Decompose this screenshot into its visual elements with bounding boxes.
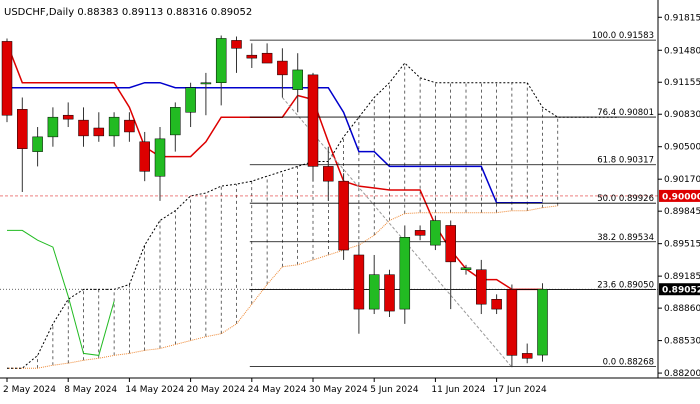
trend-line [282,97,513,368]
senkou_b-line [7,62,619,369]
y-tick-label: 0.90830 [664,110,700,120]
fib-level-label: 76.4 0.90801 [597,108,654,118]
candle-body-down [491,299,502,310]
candle-body-down [1,41,13,116]
y-tick-label: 0.89845 [664,207,700,217]
y-tick-label: 0.90170 [664,175,700,185]
senkou_a-line [7,205,558,369]
kijun-line [7,81,543,204]
candle-body-down [323,166,334,182]
y-tick-label: 0.89515 [664,240,700,250]
candle-body-down [261,52,273,64]
candle-body-up [537,288,548,356]
chart-symbol: USDCHF [4,7,46,18]
candle-body-down [506,289,518,356]
x-tick-label: 24 May 2024 [248,385,307,395]
x-tick-label: 11 Jun 2024 [431,385,485,395]
candle-body-down [124,119,135,133]
candle-body-up [430,220,441,246]
y-tick-label: 0.91480 [664,46,700,56]
price-marker-box [659,283,700,296]
x-tick-label: 2 May 2024 [3,385,56,395]
candle-body-up [215,38,227,83]
x-tick-label: 5 Jun 2024 [370,385,419,395]
fib-level-label: 50.0 0.89926 [597,194,654,204]
candle-body-up [170,107,181,136]
fib-level-label: 0.0 0.88268 [603,357,654,367]
fib-level-label: 23.6 0.89050 [597,280,654,290]
x-tick-label: 8 May 2024 [64,385,117,395]
candle-body-up [292,69,303,90]
candle-body-down [414,230,426,236]
candle-body-up [154,138,166,177]
candle-body-up [32,136,43,152]
svg-text:USDCHF,Daily 0.88383 0.89113: USDCHF,Daily 0.88383 0.89113 0.88316 0.8… [4,7,252,18]
x-tick-label: 17 Jun 2024 [493,385,547,395]
y-tick-label: 0.89185 [664,272,700,282]
y-tick-label: 0.88530 [664,337,700,347]
candle-body-down [93,127,105,137]
y-tick-label: 0.88200 [664,369,700,379]
price-marker-box [659,189,700,202]
fib-level-label: 61.8 0.90317 [597,156,654,166]
y-tick-label: 0.88860 [664,304,700,314]
fib-level-label: 100.0 0.91583 [592,31,654,41]
candle-body-down [338,180,349,251]
x-tick-label: 30 May 2024 [309,385,368,395]
candle-body-up [185,87,196,113]
x-tick-label: 14 May 2024 [125,385,184,395]
y-tick-label: 0.90500 [664,143,700,153]
candle-body-down [384,274,395,312]
y-tick-label: 0.91815 [664,13,700,23]
chikou-line [7,229,115,356]
ohlc-readout: 0.88383 0.89113 0.88316 0.89052 [77,7,252,18]
candle-body-down [521,353,533,359]
chart-timeframe: Daily [49,7,74,18]
fib-level-label: 38.2 0.89534 [597,233,654,243]
candle-body-up [200,82,212,85]
price-marker-label: 0.90000 [662,192,700,202]
candle-body-up [460,267,472,270]
candle-body-down [277,60,288,76]
candle-body-down [246,54,258,59]
candle-body-up [108,116,120,137]
x-tick-label: 20 May 2024 [187,385,246,395]
candle-body-down [307,74,319,167]
candle-body-down [139,141,150,172]
candle-body-down [78,119,89,137]
y-tick-label: 0.91155 [664,78,700,88]
candle-body-down [62,114,74,120]
candle-body-down [476,269,487,305]
candle-body-down [353,254,365,310]
candle-body-down [17,109,28,149]
candle-body-up [399,237,411,310]
candle-body-down [231,40,242,49]
candle-body-up [368,274,380,310]
price-marker-label: 0.89052 [662,286,700,296]
candle-body-down [445,225,456,263]
candle-body-up [47,116,59,138]
